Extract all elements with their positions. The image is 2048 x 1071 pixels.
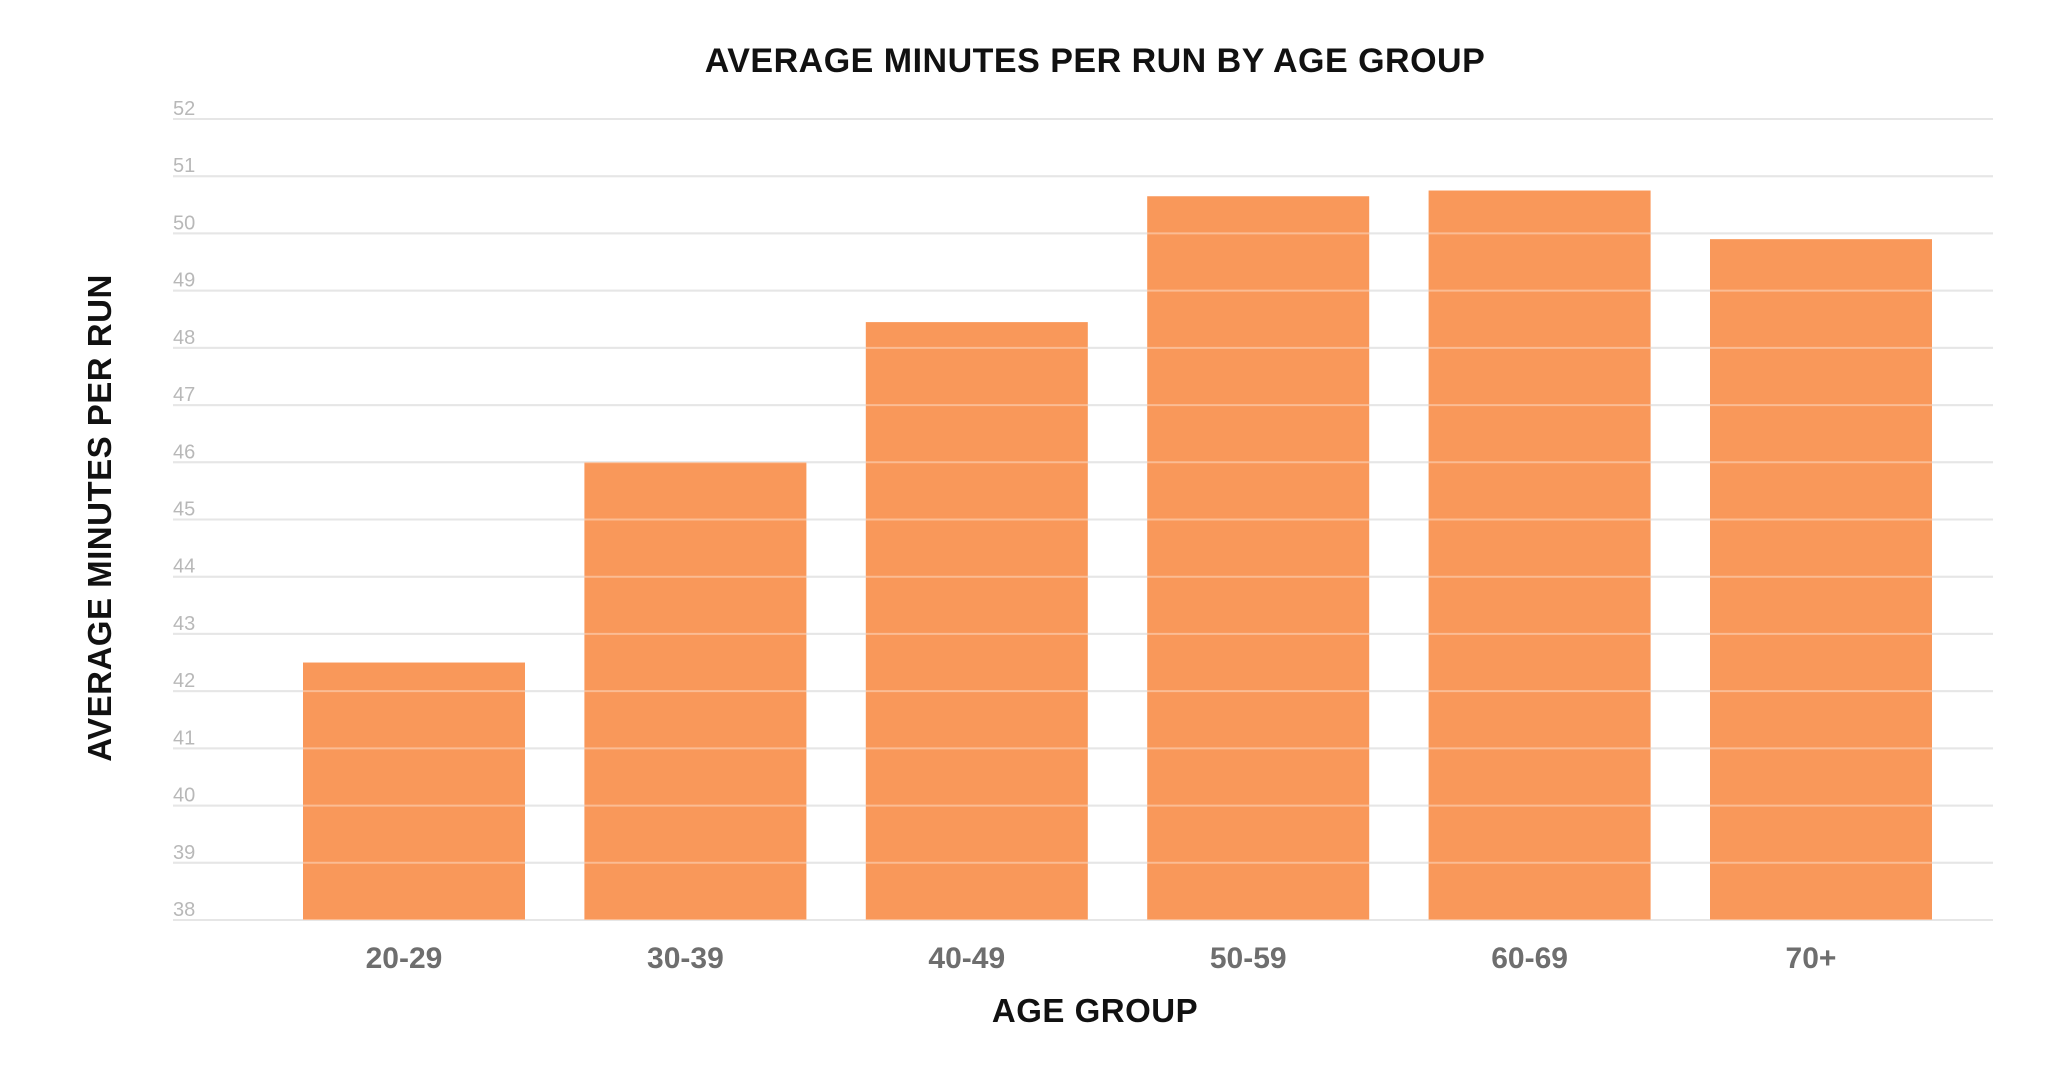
gridline-overlay [173, 118, 1993, 921]
bar-60-69 [1428, 190, 1651, 921]
bar-50-59 [1147, 196, 1370, 921]
x-tick-label: 40-49 [928, 942, 1005, 975]
y-tick-label: 51 [173, 155, 195, 177]
x-axis-title: AGE GROUP [992, 992, 1198, 1029]
y-tick-label: 52 [173, 98, 195, 120]
bar-70+ [1710, 239, 1932, 920]
y-tick-label: 41 [173, 727, 195, 749]
y-tick-label: 40 [173, 785, 195, 807]
y-tick-label: 38 [173, 899, 195, 921]
y-tick-label: 45 [173, 499, 195, 521]
x-tick-label: 50-59 [1210, 942, 1287, 975]
y-tick-label: 44 [173, 556, 195, 578]
y-tick-label: 46 [173, 441, 195, 463]
y-tick-label: 42 [173, 670, 195, 692]
y-tick-label: 47 [173, 384, 195, 406]
x-tick-label: 20-29 [366, 942, 443, 975]
x-tick-label: 30-39 [647, 942, 724, 975]
y-tick-label: 50 [173, 212, 195, 234]
bar-40-49 [865, 322, 1088, 920]
bars [303, 190, 1932, 921]
y-axis-title: AVERAGE MINUTES PER RUN [81, 274, 118, 762]
x-axis-ticks: 20-29 30-39 40-49 50-59 60-69 70+ [366, 942, 1837, 975]
y-tick-label: 43 [173, 613, 195, 635]
x-tick-label: 60-69 [1491, 942, 1568, 975]
y-tick-label: 39 [173, 842, 195, 864]
x-tick-label: 70+ [1786, 942, 1837, 975]
chart-title: AVERAGE MINUTES PER RUN BY AGE GROUP [705, 42, 1486, 80]
bar-30-39 [584, 462, 807, 920]
y-tick-label: 49 [173, 270, 195, 292]
y-axis-ticks: 38 39 40 41 42 43 44 45 46 47 48 49 50 51 52 [173, 98, 195, 921]
bar-20-29 [303, 662, 525, 920]
y-tick-label: 48 [173, 327, 195, 349]
